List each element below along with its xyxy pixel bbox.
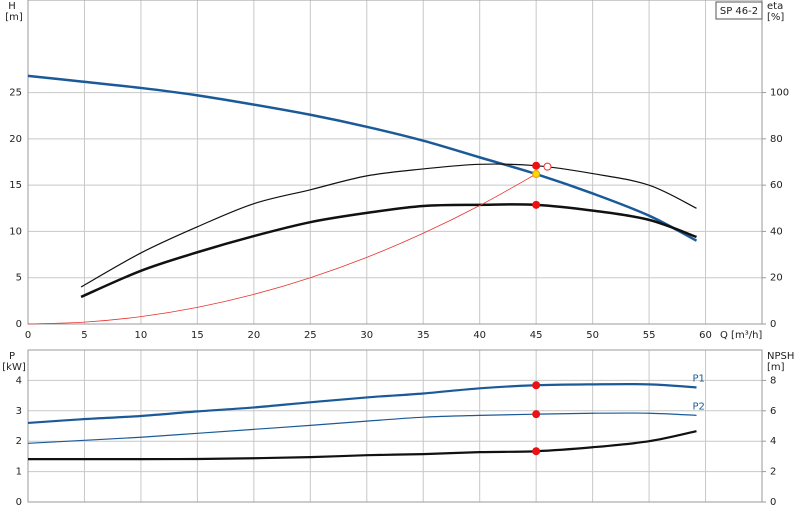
x-tick-label: 10 bbox=[135, 330, 148, 341]
y2-axis-label: NPSH bbox=[767, 351, 794, 362]
y-tick-label: 0 bbox=[16, 497, 22, 508]
y-tick-label: 5 bbox=[16, 273, 22, 284]
y2-tick-label: 80 bbox=[770, 134, 783, 145]
curve bbox=[28, 430, 697, 461]
annotation-box bbox=[715, 1, 763, 20]
y-axis-label: H bbox=[8, 1, 16, 12]
y-axis-label: P bbox=[9, 351, 15, 362]
y2-axis-unit: [%] bbox=[767, 12, 784, 23]
x-tick-label: 30 bbox=[360, 330, 373, 341]
x-tick-label: 40 bbox=[473, 330, 486, 341]
y2-axis-label: eta bbox=[767, 1, 783, 12]
x-tick-label: 55 bbox=[643, 330, 656, 341]
operating-point bbox=[532, 200, 541, 209]
y-tick-label: 4 bbox=[16, 375, 22, 386]
y-tick-label: 3 bbox=[16, 406, 22, 417]
y-tick-label: 1 bbox=[16, 467, 22, 478]
y2-tick-label: 0 bbox=[770, 497, 776, 508]
y2-tick-label: 60 bbox=[770, 180, 783, 191]
x-tick-label: 20 bbox=[247, 330, 260, 341]
curve bbox=[27, 412, 697, 444]
x-tick-label: 15 bbox=[191, 330, 204, 341]
y2-axis-unit: [m] bbox=[767, 362, 785, 373]
y-axis-unit: [kW] bbox=[2, 362, 26, 373]
operating-point bbox=[532, 410, 541, 419]
y2-tick-label: 2 bbox=[770, 467, 776, 478]
y2-tick-label: 4 bbox=[770, 436, 776, 447]
x-tick-label: 60 bbox=[699, 330, 712, 341]
y-tick-label: 20 bbox=[9, 134, 22, 145]
x-tick-label: 50 bbox=[586, 330, 599, 341]
y-tick-label: 0 bbox=[16, 319, 22, 330]
plot-area bbox=[28, 350, 762, 502]
curve-label: P2 bbox=[693, 401, 705, 412]
plot-frame bbox=[27, 0, 763, 325]
y-tick-label: 15 bbox=[9, 180, 22, 191]
curve bbox=[80, 163, 697, 288]
operating-point bbox=[532, 170, 541, 179]
x-tick-label: 0 bbox=[25, 330, 31, 341]
plot-area bbox=[28, 0, 762, 324]
y2-tick-label: 20 bbox=[770, 273, 783, 284]
curve bbox=[27, 74, 698, 242]
y-tick-label: 2 bbox=[16, 436, 22, 447]
y2-tick-label: 6 bbox=[770, 406, 776, 417]
y2-tick-label: 40 bbox=[770, 226, 783, 237]
x-tick-label: 45 bbox=[530, 330, 543, 341]
x-axis-label: Q [m³/h] bbox=[720, 330, 762, 341]
operating-point bbox=[532, 447, 541, 456]
y2-tick-label: 100 bbox=[770, 88, 789, 99]
y-tick-label: 10 bbox=[9, 226, 22, 237]
plot-frame bbox=[27, 349, 763, 503]
curve-label: P1 bbox=[693, 373, 705, 384]
operating-point bbox=[543, 162, 552, 171]
y2-tick-label: 0 bbox=[770, 319, 776, 330]
y-tick-label: 25 bbox=[9, 88, 22, 99]
curve bbox=[27, 382, 697, 425]
x-tick-label: 5 bbox=[81, 330, 87, 341]
x-tick-label: 25 bbox=[304, 330, 317, 341]
operating-point bbox=[532, 381, 541, 390]
annotation: SP 46-2 bbox=[720, 6, 758, 17]
x-tick-label: 35 bbox=[417, 330, 430, 341]
y2-tick-label: 8 bbox=[770, 375, 776, 386]
operating-point bbox=[532, 161, 541, 170]
curve bbox=[80, 203, 697, 299]
y-axis-unit: [m] bbox=[5, 12, 23, 23]
curve bbox=[27, 173, 537, 325]
